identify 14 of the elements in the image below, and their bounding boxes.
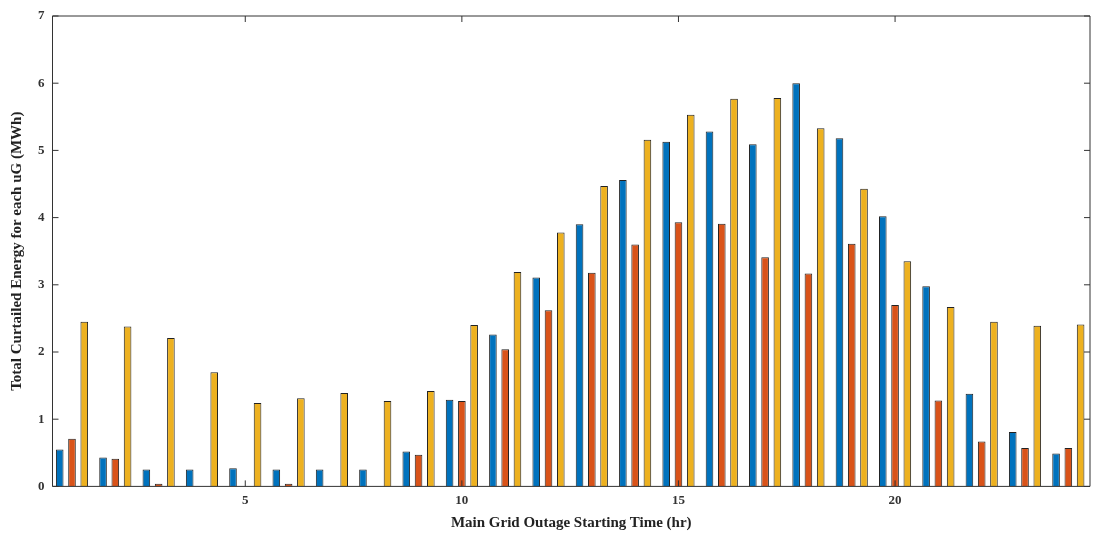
x-axis-title: Main Grid Outage Starting Time (hr)	[450, 513, 692, 531]
y-tick-label: 0	[38, 477, 45, 493]
y-tick-label: 1	[38, 410, 45, 426]
y-tick-label: 5	[38, 141, 45, 157]
x-tick-label: 10	[455, 491, 469, 507]
y-tick-label: 6	[38, 74, 45, 90]
x-tick-label: 20	[888, 491, 902, 507]
y-tick-label: 7	[38, 7, 45, 23]
y-tick-label: 3	[38, 276, 45, 292]
x-tick-label: 15	[671, 491, 686, 507]
y-tick-label: 4	[38, 208, 45, 224]
x-tick-label: 5	[242, 491, 250, 507]
y-axis-title: Total Curtailed Energy for each uG (MWh)	[7, 111, 25, 391]
y-tick-label: 2	[38, 343, 45, 359]
